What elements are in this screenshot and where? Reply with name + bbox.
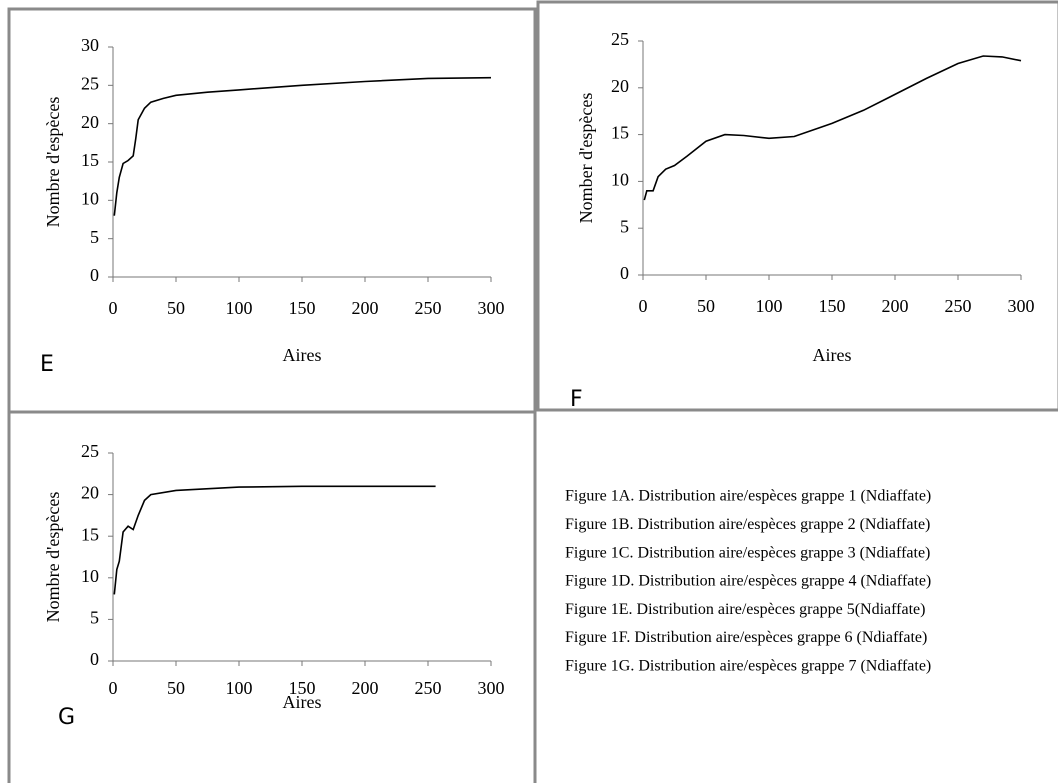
y-tick-label: 25 [611, 29, 629, 49]
caption: Figure 1D. Distribution aire/espèces gra… [565, 573, 931, 590]
x-tick-label: 50 [167, 298, 185, 318]
y-axis-label: Nomber d'espèces [576, 93, 596, 224]
x-tick-label: 50 [167, 678, 185, 698]
x-tick-label: 50 [697, 296, 715, 316]
y-tick-label: 30 [81, 35, 99, 55]
x-tick-label: 150 [289, 678, 316, 698]
x-tick-label: 0 [639, 296, 648, 316]
x-tick-label: 150 [289, 298, 316, 318]
panel-label: F [570, 387, 583, 412]
y-axis-label: Nombre d'espèces [43, 492, 63, 623]
x-tick-label: 250 [415, 298, 442, 318]
x-tick-label: 300 [1008, 296, 1035, 316]
x-tick-label: 200 [882, 296, 909, 316]
y-tick-label: 5 [620, 216, 629, 236]
x-tick-label: 250 [945, 296, 972, 316]
x-tick-label: 200 [352, 298, 379, 318]
data-line [113, 485, 436, 595]
y-tick-label: 20 [81, 112, 99, 132]
y-tick-label: 20 [81, 483, 99, 503]
y-tick-label: 15 [81, 150, 99, 170]
caption: Figure 1G. Distribution aire/espèces gra… [565, 657, 931, 674]
caption: Figure 1A. Distribution aire/espèces gra… [565, 488, 931, 505]
x-tick-label: 250 [415, 678, 442, 698]
y-tick-label: 25 [81, 441, 99, 461]
x-axis-label: Aires [813, 345, 852, 365]
y-tick-label: 10 [81, 566, 99, 586]
y-tick-label: 10 [611, 170, 629, 190]
y-axis-label: Nombre d'espèces [43, 97, 63, 228]
y-tick-label: 25 [81, 73, 99, 93]
y-tick-label: 5 [90, 608, 99, 628]
panel-frame [536, 0, 1058, 412]
x-tick-label: 100 [226, 678, 253, 698]
y-tick-label: 20 [611, 76, 629, 96]
y-tick-label: 15 [81, 524, 99, 544]
caption: Figure 1B. Distribution aire/espèces gra… [565, 516, 930, 533]
x-tick-label: 200 [352, 678, 379, 698]
x-tick-label: 100 [756, 296, 783, 316]
data-line [643, 55, 1022, 201]
x-axis-label: Aires [283, 692, 322, 712]
caption: Figure 1E. Distribution aire/espèces gra… [565, 601, 925, 618]
panel-label: E [40, 352, 54, 377]
x-axis-label: Aires [283, 345, 322, 365]
x-tick-label: 300 [478, 298, 505, 318]
data-line [113, 76, 492, 216]
caption: Figure 1F. Distribution aire/espèces gra… [565, 629, 927, 646]
y-tick-label: 10 [81, 188, 99, 208]
x-tick-label: 300 [478, 678, 505, 698]
caption: Figure 1C. Distribution aire/espèces gra… [565, 544, 930, 561]
y-tick-label: 0 [620, 263, 629, 283]
y-tick-label: 5 [90, 227, 99, 247]
y-tick-label: 0 [90, 649, 99, 669]
panel-frame [7, 410, 537, 783]
panel-label: G [58, 705, 75, 730]
panel-frame [7, 7, 537, 414]
x-tick-label: 100 [226, 298, 253, 318]
x-tick-label: 0 [109, 678, 118, 698]
x-tick-label: 150 [819, 296, 846, 316]
x-tick-label: 0 [109, 298, 118, 318]
y-tick-label: 15 [611, 123, 629, 143]
y-tick-label: 0 [90, 265, 99, 285]
